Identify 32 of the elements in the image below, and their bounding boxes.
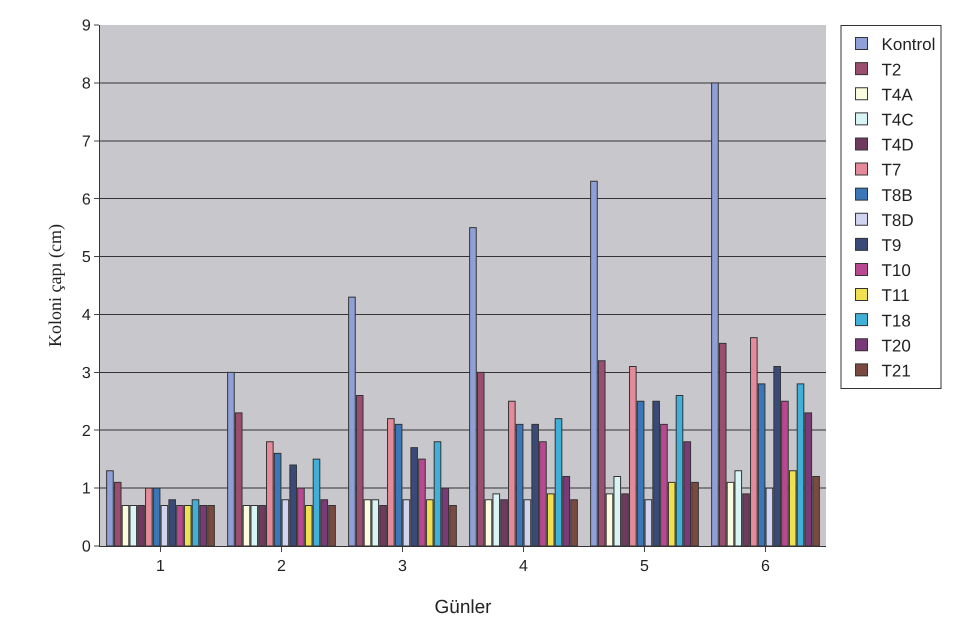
legend-label: T7 [882,160,902,180]
y-tick-label: 5 [82,249,91,266]
x-tick-label: 1 [156,558,166,576]
legend-label: T8B [882,186,913,205]
legend-label: T4C [882,110,914,130]
legend-label: T21 [882,361,911,380]
legend-label: T2 [882,60,902,80]
legend-label: T9 [882,236,902,255]
y-axis-title: Koloni çapı (cm) [45,224,66,347]
legend-label: T10 [882,261,911,280]
legend-label: T11 [882,286,910,306]
legend-label: T4A [882,85,914,104]
legend-label: Kontrol [882,35,936,54]
legend-label: T8D [882,210,914,230]
y-tick-label: 9 [82,18,91,35]
x-tick-label: 6 [761,558,770,576]
y-tick-label: 4 [82,307,91,324]
x-tick-label: 4 [519,558,528,576]
x-tick-label: 2 [277,558,286,576]
y-tick-label: 3 [82,364,91,382]
legend-label: T4D [882,136,914,155]
x-tick-label: 5 [640,558,650,576]
y-tick-label: 2 [82,422,91,440]
y-tick-label: 6 [82,191,91,208]
x-tick-label: 3 [398,558,408,576]
y-tick-label: 0 [82,538,91,556]
y-tick-label: 8 [82,75,91,92]
x-axis-title: Günler [434,597,492,618]
legend-label: T20 [882,336,911,356]
legend-label: T18 [882,311,911,330]
y-tick-label: 1 [82,480,91,498]
y-tick-label: 7 [82,133,91,150]
